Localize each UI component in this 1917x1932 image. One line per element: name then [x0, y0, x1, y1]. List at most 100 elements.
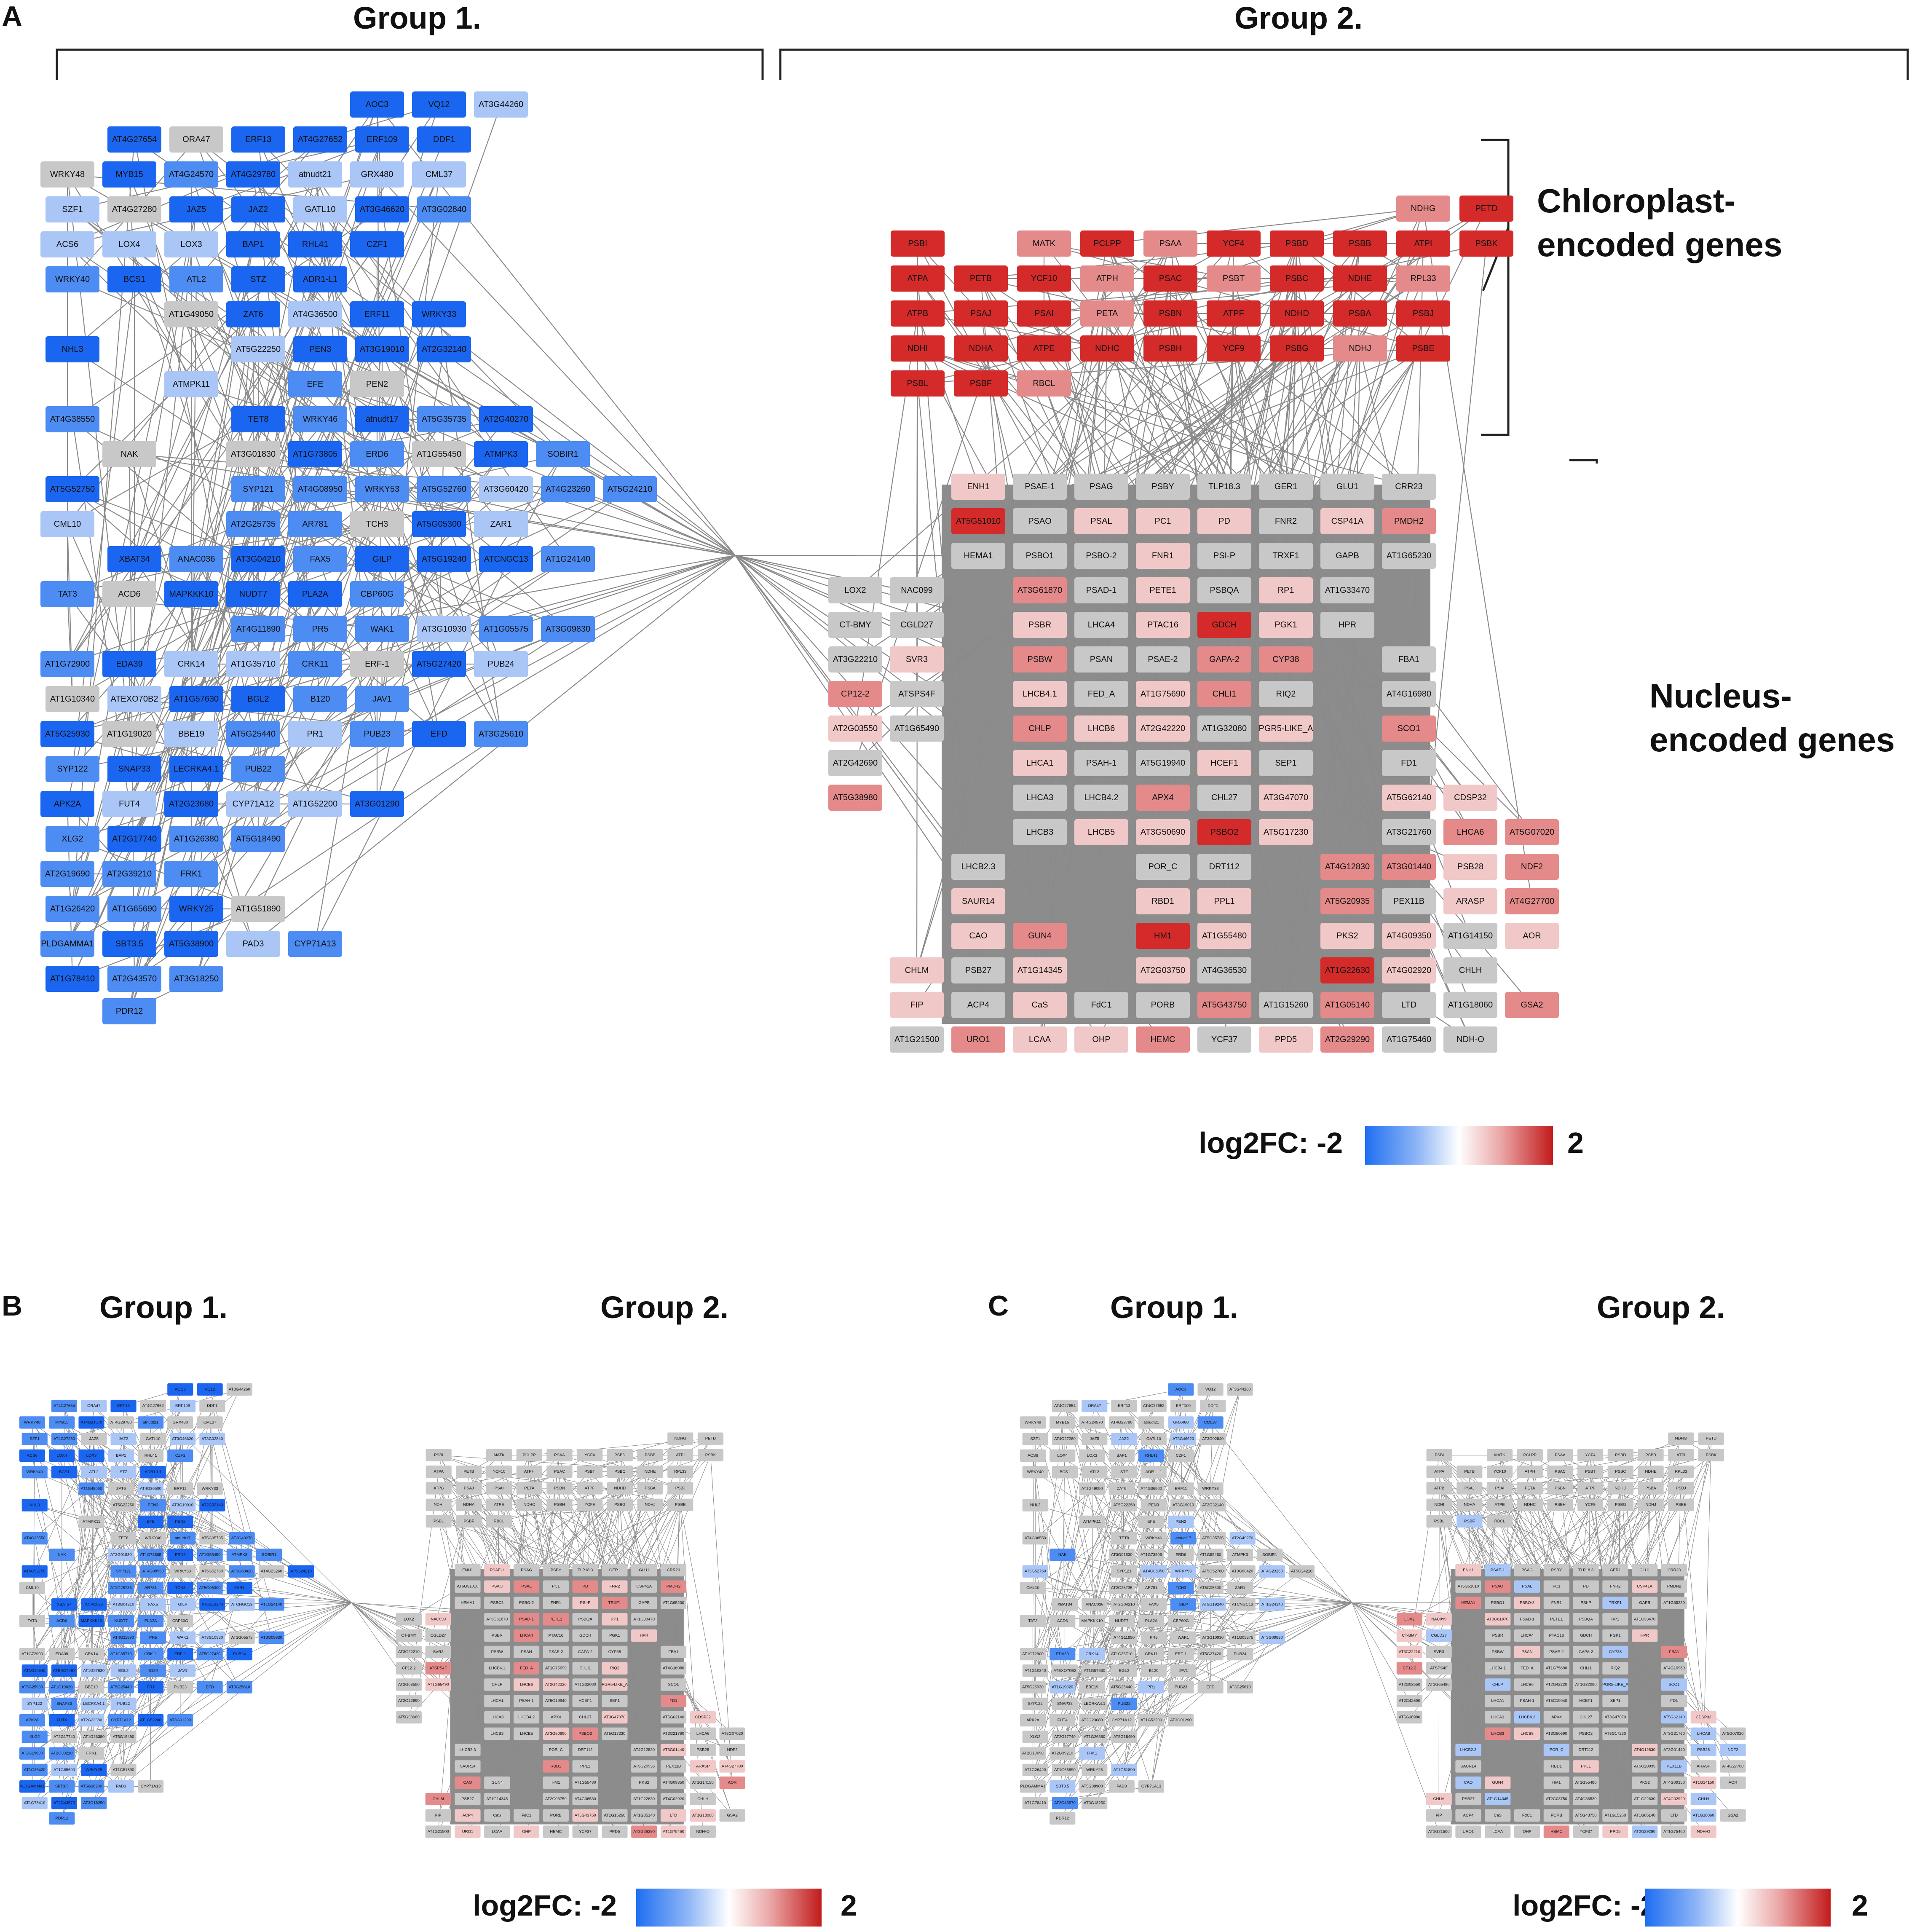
group1-edge: [443, 559, 502, 734]
group1-edge: [1094, 1554, 1270, 1803]
gene-node: CRK11: [288, 651, 342, 677]
gene-node-box: [231, 336, 285, 362]
gene-node-label: CT-BMY: [401, 1633, 417, 1638]
gene-node-label: PSBO-2: [519, 1601, 534, 1605]
gene-node-box: [1333, 335, 1387, 362]
gene-node-box: [1079, 1681, 1105, 1694]
gene-node-box: [1547, 1482, 1573, 1495]
gene-node-box: [890, 715, 944, 742]
gene-node: AT4G24570: [164, 161, 218, 188]
gene-node-box: [1455, 1744, 1481, 1756]
gene-node-label: PSBW: [491, 1650, 503, 1654]
gene-node-box: [602, 1695, 628, 1707]
gene-node-box: [954, 370, 1008, 397]
gene-node-box: [21, 1466, 48, 1479]
gene-node-label: GER1: [1610, 1568, 1621, 1573]
gene-node-box: [1074, 646, 1128, 673]
gene-node-box: [660, 1711, 687, 1724]
gene-node-label: WRKY53: [174, 1569, 191, 1574]
gene-node-label: AT5G35735: [1202, 1536, 1224, 1541]
gene-node-label: GILP: [178, 1602, 187, 1607]
gene-node-label: PSBB: [1349, 239, 1371, 248]
gene-node-label: AT4G27654: [112, 135, 157, 144]
gene-node-box: [199, 1598, 225, 1611]
gene-node: AT3G25610: [1227, 1681, 1253, 1694]
gene-node-box: [1170, 1532, 1197, 1545]
gene-node: AT4G27652: [1141, 1399, 1167, 1412]
gene-node-label: AT3G19010: [360, 345, 404, 354]
group1-edge: [62, 1505, 124, 1754]
gene-node-box: [1668, 1482, 1694, 1495]
gene-node-box: [417, 126, 471, 153]
gene-node: AT3G18250: [1082, 1797, 1108, 1809]
gene-node: LHCA3: [1013, 785, 1067, 811]
gene-node-box: [572, 1711, 598, 1724]
gene-node-label: LOX3: [1087, 1453, 1097, 1458]
gene-node: LOX2: [828, 577, 882, 603]
gene-node-box: [1136, 474, 1190, 500]
gene-node-label: AT3G04210: [113, 1602, 134, 1607]
gene-node-box: [1207, 265, 1261, 292]
gene-node-box: [1136, 543, 1190, 569]
gene-node: PSBI: [891, 230, 945, 257]
gene-node-label: TCH3: [175, 1586, 185, 1590]
gene-node-box: [108, 1581, 134, 1594]
gene-node-box: [169, 756, 223, 782]
gene-node-label: CAO: [969, 931, 987, 941]
gene-node-box: [1514, 1711, 1540, 1724]
gene-node: NDHA: [456, 1498, 482, 1511]
gene-node-box: [1141, 1499, 1167, 1511]
gene-node-label: PSB28: [696, 1748, 709, 1752]
gene-node-label: STZ: [1120, 1470, 1128, 1474]
gene-node-box: [288, 931, 342, 957]
gene-node-box: [1259, 1598, 1285, 1611]
gene-node-box: [137, 1416, 164, 1429]
gene-node: XBAT34: [1052, 1598, 1078, 1611]
gene-node-label: FNR2: [1275, 517, 1297, 526]
gene-node-label: PSBC: [614, 1469, 625, 1474]
gene-node-label: AT3G50690: [1141, 828, 1185, 837]
gene-node-label: RPL33: [1675, 1469, 1687, 1474]
cross-edge: [438, 1471, 674, 1718]
gene-node-box: [110, 1731, 137, 1743]
gene-node-box: [1514, 1695, 1540, 1707]
gene-node-box: [1543, 1564, 1569, 1577]
cross-edge: [1527, 1455, 1711, 1603]
gene-node-box: [81, 1763, 107, 1777]
gene-node-box: [572, 1580, 598, 1593]
gene-node-box: [541, 546, 595, 572]
gene-node-label: NDHI: [908, 344, 928, 353]
gene-node: YCF10: [1486, 1466, 1513, 1478]
gene-node-label: AT1G33470: [633, 1617, 655, 1621]
group1-edge: [1035, 1571, 1302, 1770]
gene-node-box: [1197, 750, 1251, 776]
gene-node: VQ12: [197, 1383, 223, 1396]
gene-node-label: CHLI1: [1580, 1666, 1592, 1671]
gene-node-label: NHL3: [62, 345, 83, 354]
gene-node: NDHD: [1607, 1482, 1633, 1495]
gene-node: AT4G27280: [1052, 1433, 1078, 1445]
gene-node-box: [543, 1727, 569, 1740]
gene-node-box: [1661, 1678, 1687, 1691]
gene-node-box: [140, 1598, 166, 1611]
gene-node-box: [1197, 646, 1251, 673]
gene-node: AT5G25930: [19, 1681, 46, 1694]
gene-node-label: AT5G22250: [1114, 1503, 1135, 1508]
gene-node: VQ12: [412, 91, 466, 118]
gene-node: B120: [1141, 1664, 1167, 1677]
gene-node-box: [1168, 1615, 1194, 1627]
gene-node-box: [577, 1498, 603, 1511]
gene-node: AT5G19940: [543, 1695, 569, 1707]
gene-node-label: HM1: [1154, 931, 1172, 941]
gene-node: PSAC: [1547, 1466, 1573, 1478]
panel-c-group1-title: Group 1.: [1110, 1290, 1239, 1325]
gene-node: LHCB5: [1514, 1727, 1540, 1740]
gene-node: ARASP: [1690, 1760, 1716, 1773]
gene-node-box: [46, 266, 99, 292]
gene-node-label: PSBK: [1475, 239, 1498, 248]
gene-node-box: [167, 1449, 193, 1462]
gene-node-label: PMDH2: [667, 1584, 680, 1589]
gene-node: GUN4: [484, 1777, 510, 1789]
gene-node-box: [229, 1532, 255, 1545]
gene-node-label: PTAC16: [1549, 1633, 1564, 1638]
